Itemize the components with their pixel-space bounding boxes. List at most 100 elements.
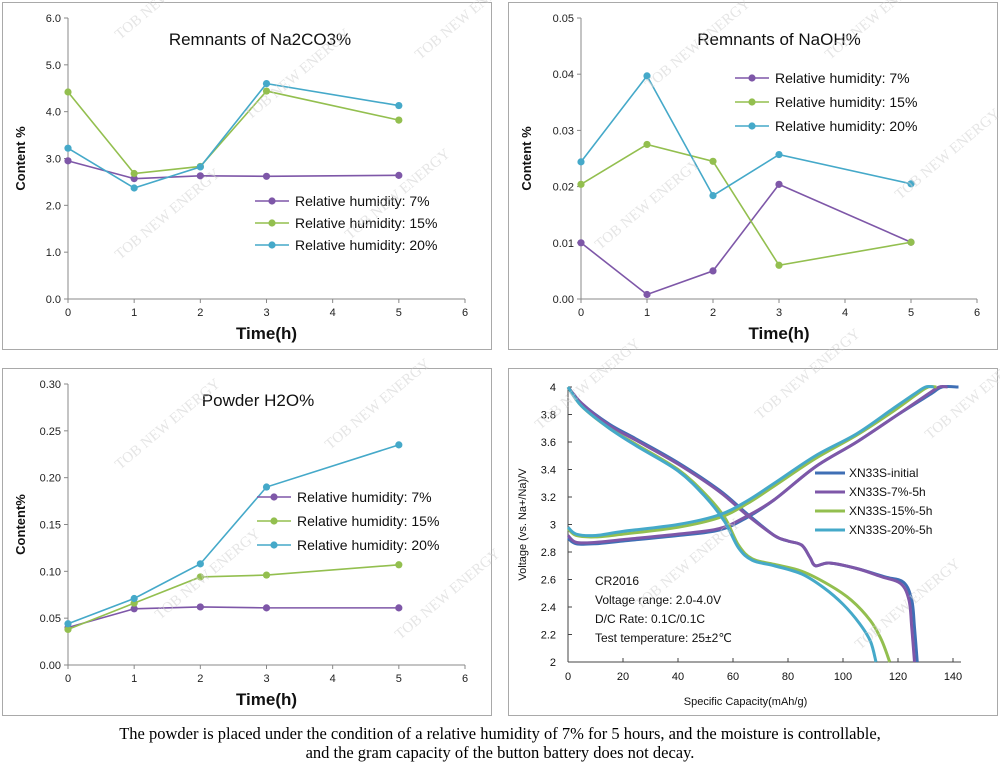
x-tick-label: 2 [197,307,203,319]
legend-label: XN33S-15%-5h [849,504,932,518]
y-tick-label: 3.2 [541,492,556,504]
data-point [775,180,783,188]
data-point [262,571,271,579]
y-tick-label: 0.00 [553,294,574,306]
y-tick-label: 4 [550,382,556,394]
x-tick-label: 1 [644,307,650,319]
discharge-curve [566,386,916,663]
series-line [67,90,400,175]
y-tick-label: 0.01 [553,238,574,250]
data-point [395,441,403,449]
y-tick-label: 0.25 [40,426,61,438]
voltage-capacity-chart: 22.22.42.62.833.23.43.63.840 20 40 60 80 100 1… [517,382,962,708]
legend-swatch-marker [748,122,756,130]
y-tick-label: 2.8 [541,547,556,559]
caption-line-2: and the gram capacity of the button batt… [305,743,695,762]
y-tick-label: 3.4 [541,465,556,477]
data-point [196,573,204,581]
x-axis-label: Specific Capacity(mAh/g) [684,696,808,708]
x-tick-label: 20 [617,671,629,683]
y-tick-label: 2.0 [46,200,61,212]
y-tick-label: 3.6 [541,437,556,449]
x-tick-label: 0 [565,671,571,683]
data-point [130,594,138,603]
h2o-chart-panel: 0.00 0.05 0.10 0.15 0.20 0.25 0.30 0 1 2 3 4 5 6 Powde… [2,368,492,716]
data-point [395,604,403,612]
x-tick-label: 6 [462,307,468,319]
legend-label: XN33S-20%-5h [849,523,932,537]
caption-line-1: The powder is placed under the condition… [119,724,881,743]
y-tick-label: 0.30 [40,379,61,391]
legend-swatch-marker [748,74,756,82]
x-tick-label: 1 [131,307,137,319]
data-point [262,483,271,491]
y-tick-label: 2.2 [541,630,556,642]
legend-label: Relative humidity: 15% [297,513,439,529]
x-tick-label: 3 [263,673,269,685]
data-point [775,150,783,159]
y-tick-label: 0.15 [40,520,61,532]
legend-swatch-marker [270,541,278,549]
x-tick-label: 2 [197,673,203,685]
chart-title: Remnants of Na2CO3% [169,30,351,49]
y-tick-label: 0.0 [46,294,61,306]
y-tick-label: 0.00 [40,660,61,672]
data-point [709,157,717,165]
x-tick-label: 60 [727,671,739,683]
legend-swatch-marker [268,241,276,249]
data-point [64,625,72,634]
data-point [907,180,915,188]
data-point [395,116,403,124]
voltage-capacity-chart-panel: 2 2.2 2.4 2.6 2.8 3 3.2 3.4 3.6 3.8 4 0 20 40 60 80 100 1… [508,368,998,716]
data-point [709,267,717,275]
legend-label: Relative humidity: 20% [297,537,439,553]
legend-label: XN33S-initial [849,466,918,480]
y-tick-label: 6.0 [46,13,61,25]
data-point [577,239,585,247]
x-axis-label: Time(h) [236,324,297,343]
x-tick-label: 120 [889,671,907,683]
data-point [643,140,651,149]
y-tick-label: 5.0 [46,60,61,72]
x-tick-label: 3 [263,307,269,319]
data-point [577,158,585,166]
na2co3-chart: 0.0 1.0 2.0 3.0 4.0 5.0 6.0 0 1 2 3 4 5 6 Remnants of … [13,13,468,343]
y-axis-label: Content % [519,126,534,191]
x-tick-label: 0 [578,307,584,319]
h2o-chart: 0.00 0.05 0.10 0.15 0.20 0.25 0.30 0 1 2 3 4 5 6 Powde… [13,379,468,709]
legend-label: Relative humidity: 15% [775,94,917,110]
x-tick-label: 0 [65,307,71,319]
data-point [262,172,271,180]
naoh-chart-panel: 0.00 0.01 0.02 0.03 0.04 0.05 0 1 2 3 4 5 6 Remnants … [508,2,998,350]
x-tick-label: 0 [65,673,71,685]
legend-label: Relative humidity: 20% [775,118,917,134]
series-line [67,444,400,625]
y-tick-label: 2.4 [541,602,556,614]
y-tick-label: 2.6 [541,575,556,587]
figure-caption: The powder is placed under the condition… [0,724,1000,762]
x-tick-label: 80 [782,671,794,683]
data-point [130,169,138,178]
data-point [262,87,271,95]
naoh-chart: 0.00 0.01 0.02 0.03 0.04 0.05 0 1 2 3 4 5 6 Remnants … [519,13,980,343]
y-tick-label: 0.05 [553,13,574,25]
x-tick-label: 5 [908,307,914,319]
y-tick-label: 2 [550,657,556,669]
x-tick-label: 6 [462,673,468,685]
series-line [580,183,912,296]
y-tick-label: 3.8 [541,410,556,422]
data-point [130,605,138,613]
data-point [907,238,915,246]
data-point [196,603,204,611]
legend-swatch-marker [268,219,276,227]
x-tick-label: 4 [330,673,336,685]
charge-curve [566,384,934,538]
legend-label: Relative humidity: 7% [295,193,430,209]
data-point [196,163,204,171]
y-axis-label: Content % [13,126,28,191]
y-tick-label: 3 [550,520,556,532]
series-line [67,160,399,180]
x-tick-label: 3 [776,307,782,319]
y-axis-label: Content% [13,494,28,555]
x-tick-label: 4 [330,307,336,319]
